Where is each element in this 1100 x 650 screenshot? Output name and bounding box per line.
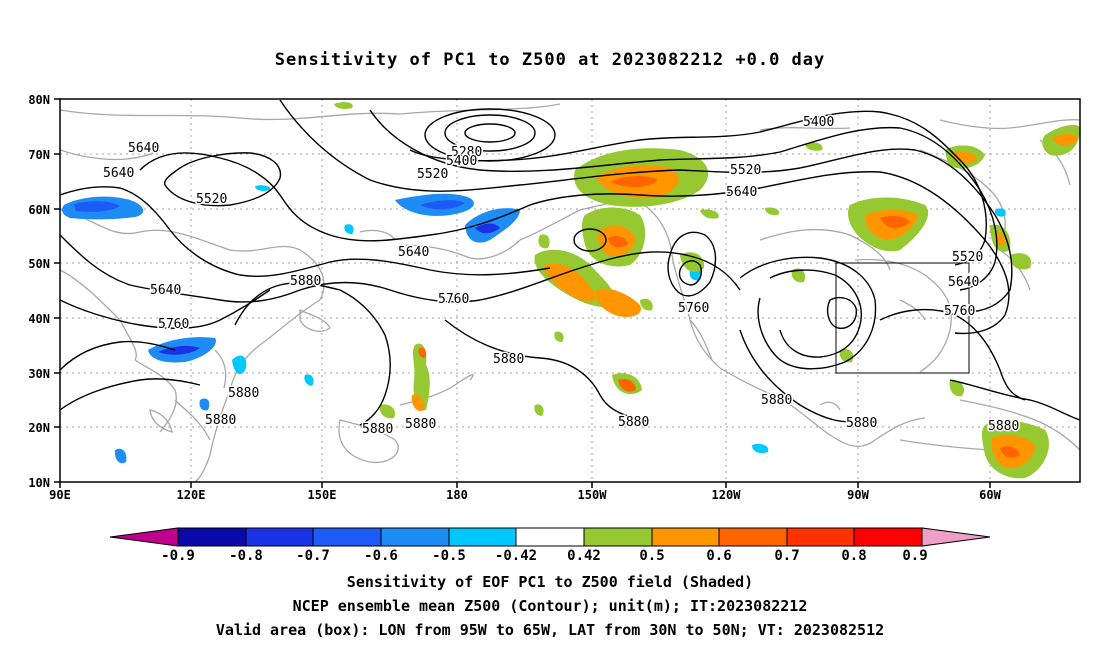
colorbar-swatch	[786, 527, 855, 547]
lat-label: 80N	[28, 93, 50, 107]
contour-label: 5880	[493, 352, 524, 367]
colorbar-swatch	[515, 527, 585, 547]
colorbar-swatch	[448, 527, 517, 547]
contour-label: 5880	[846, 416, 877, 431]
lon-label: 90W	[847, 488, 869, 502]
lon-label: 90E	[49, 488, 71, 502]
contour-label: 5760	[158, 317, 189, 332]
z500-contours	[60, 99, 1080, 426]
contour-label: 5880	[405, 417, 436, 432]
contour-label: 5880	[761, 393, 792, 408]
colorbar-swatch	[380, 527, 450, 547]
colorbar-label: -0.5	[432, 548, 466, 564]
contour-label: 5880	[618, 415, 649, 430]
lat-label: 50N	[28, 257, 50, 271]
footer-line-1: Sensitivity of EOF PC1 to Z500 field (Sh…	[346, 573, 754, 591]
colorbar-high-triangle	[921, 527, 991, 547]
colorbar-label: 0.7	[774, 548, 799, 564]
contour-label: 5880	[205, 413, 236, 428]
contour-labels: 5280 5400 5400 5520 5520 5520 5520 5640 …	[102, 114, 1021, 439]
colorbar-label: 0.8	[841, 548, 866, 564]
contour-label: 5880	[228, 386, 259, 401]
colorbar-swatch	[177, 527, 247, 547]
contour-label: 5760	[944, 304, 975, 319]
lat-label: 70N	[28, 148, 50, 162]
contour-label: 5640	[726, 185, 757, 200]
contour-label: 5640	[948, 275, 979, 290]
lat-label: 30N	[28, 367, 50, 381]
contour-label: 5400	[803, 115, 834, 130]
contour-label: 5520	[730, 163, 761, 178]
lon-label: 120E	[177, 488, 206, 502]
contour-label: 5640	[398, 245, 429, 260]
colorbar	[109, 527, 991, 547]
footer-line-2: NCEP ensemble mean Z500 (Contour); unit(…	[292, 597, 808, 615]
lon-label: 150W	[578, 488, 608, 502]
contour-label: 5880	[290, 274, 321, 289]
colorbar-swatch	[718, 527, 788, 547]
contour-label: 5280	[451, 145, 482, 160]
lat-label: 10N	[28, 476, 50, 490]
contour-label: 5400	[446, 154, 477, 169]
colorbar-low-triangle	[109, 527, 179, 547]
valid-area-box	[835, 262, 970, 374]
contour-label: 5520	[196, 192, 227, 207]
contour-label: 5520	[952, 250, 983, 265]
colorbar-label: 0.6	[706, 548, 731, 564]
colorbar-label: 0.5	[639, 548, 664, 564]
contour-label: 5760	[678, 301, 709, 316]
contour-label: 5640	[103, 166, 134, 181]
colorbar-label: -0.7	[296, 548, 330, 564]
colorbar-label: -0.6	[364, 548, 398, 564]
coastlines	[60, 103, 1080, 482]
colorbar-label: -0.8	[229, 548, 263, 564]
colorbar-label: 0.42	[567, 548, 601, 564]
contour-label: 5640	[150, 283, 181, 298]
lat-label: 40N	[28, 312, 50, 326]
contour-label: 5760	[438, 292, 469, 307]
sensitivity-shading	[62, 102, 1080, 479]
colorbar-labels: -0.9 -0.8 -0.7 -0.6 -0.5 -0.42 0.42 0.5 …	[161, 548, 928, 564]
colorbar-swatch	[583, 527, 653, 547]
lat-label: 60N	[28, 203, 50, 217]
lon-label: 180	[446, 488, 468, 502]
contour-label: 5520	[417, 167, 448, 182]
latitude-labels: 80N 70N 60N 50N 40N 30N 20N 10N	[28, 93, 50, 490]
colorbar-swatch	[853, 527, 923, 547]
axis-ticks	[54, 98, 991, 488]
colorbar-label: -0.9	[161, 548, 195, 564]
map-frame	[59, 98, 1081, 483]
lat-label: 20N	[28, 421, 50, 435]
longitude-labels: 90E 120E 150E 180 150W 120W 90W 60W	[49, 488, 1001, 502]
lon-label: 150E	[308, 488, 337, 502]
footer-line-3: Valid area (box): LON from 95W to 65W, L…	[215, 621, 885, 639]
map-title: Sensitivity of PC1 to Z500 at 2023082212…	[274, 50, 826, 70]
lon-label: 60W	[979, 488, 1001, 502]
lon-label: 120W	[712, 488, 742, 502]
contour-label: 5640	[128, 141, 159, 156]
colorbar-swatch	[312, 527, 382, 547]
colorbar-swatch	[245, 527, 314, 547]
contour-label: 5880	[362, 422, 393, 437]
colorbar-label: 0.9	[902, 548, 927, 564]
colorbar-swatch	[651, 527, 720, 547]
colorbar-label: -0.42	[495, 548, 537, 564]
contour-label: 5880	[988, 419, 1019, 434]
